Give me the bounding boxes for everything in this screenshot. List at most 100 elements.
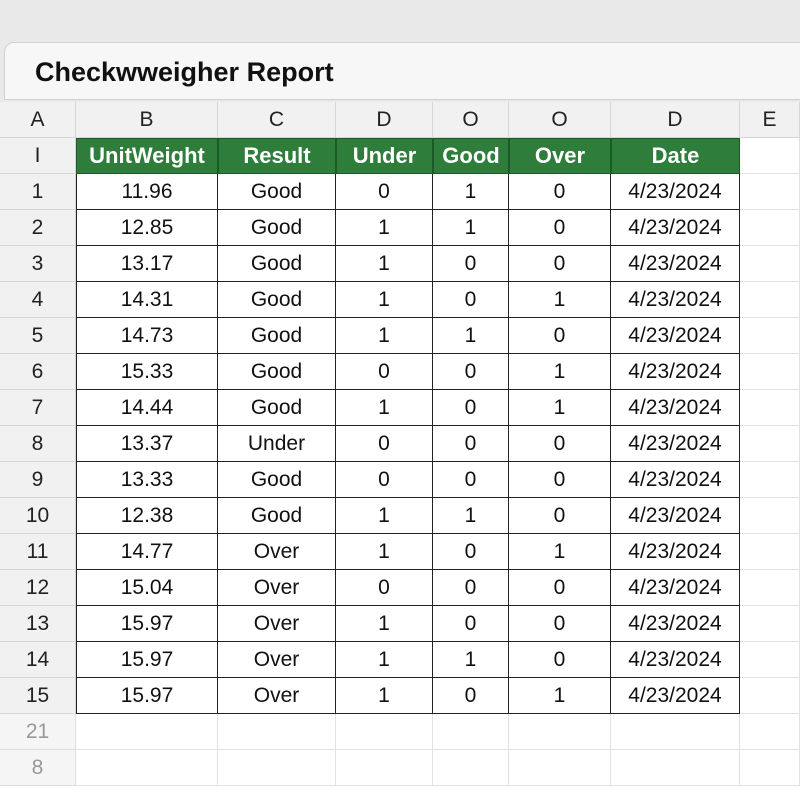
data-cell[interactable]: 4/23/2024 [611,426,740,462]
data-cell[interactable]: 1 [336,498,433,534]
data-cell[interactable]: 1 [509,678,611,714]
column-letter-header[interactable]: A [0,102,76,138]
data-cell[interactable]: 4/23/2024 [611,246,740,282]
data-cell[interactable]: Over [218,606,336,642]
empty-cell[interactable] [740,174,800,210]
empty-cell[interactable] [433,714,509,750]
table-column-header[interactable]: Result [218,138,336,174]
data-cell[interactable]: 0 [509,174,611,210]
empty-cell[interactable] [740,750,800,786]
data-cell[interactable]: 1 [336,534,433,570]
data-cell[interactable]: Over [218,642,336,678]
empty-cell[interactable] [740,462,800,498]
data-cell[interactable]: 0 [433,534,509,570]
data-cell[interactable]: Good [218,390,336,426]
data-cell[interactable]: 1 [433,318,509,354]
row-number[interactable]: 1 [0,174,76,210]
data-cell[interactable]: 0 [433,390,509,426]
empty-cell[interactable] [740,318,800,354]
data-cell[interactable]: Good [218,354,336,390]
data-cell[interactable]: 13.37 [76,426,218,462]
row-number[interactable]: 10 [0,498,76,534]
data-cell[interactable]: 4/23/2024 [611,210,740,246]
data-cell[interactable]: 0 [509,570,611,606]
empty-cell[interactable] [336,750,433,786]
row-number[interactable]: 14 [0,642,76,678]
data-cell[interactable]: 15.33 [76,354,218,390]
row-number[interactable]: 11 [0,534,76,570]
empty-cell[interactable] [740,570,800,606]
empty-cell[interactable] [76,714,218,750]
column-letter-header[interactable]: B [76,102,218,138]
table-column-header[interactable]: Good [433,138,509,174]
data-cell[interactable]: Good [218,282,336,318]
data-cell[interactable]: 1 [433,642,509,678]
data-cell[interactable]: Good [218,318,336,354]
data-cell[interactable]: 0 [509,246,611,282]
data-cell[interactable]: 4/23/2024 [611,642,740,678]
data-cell[interactable]: Good [218,210,336,246]
data-cell[interactable]: 0 [336,570,433,606]
data-cell[interactable]: 1 [336,282,433,318]
data-cell[interactable]: 0 [509,318,611,354]
data-cell[interactable]: 14.77 [76,534,218,570]
data-cell[interactable]: 1 [336,678,433,714]
empty-cell[interactable] [740,714,800,750]
data-cell[interactable]: 1 [509,534,611,570]
row-number[interactable]: 15 [0,678,76,714]
empty-cell[interactable] [740,498,800,534]
column-letter-header[interactable]: D [611,102,740,138]
column-letter-header[interactable]: O [433,102,509,138]
data-cell[interactable]: Good [218,462,336,498]
data-cell[interactable]: 1 [433,498,509,534]
table-column-header[interactable]: UnitWeight [76,138,218,174]
empty-cell[interactable] [740,642,800,678]
data-cell[interactable]: 0 [509,462,611,498]
data-cell[interactable]: Under [218,426,336,462]
data-cell[interactable]: 15.04 [76,570,218,606]
row-number[interactable]: 4 [0,282,76,318]
data-cell[interactable]: 0 [509,606,611,642]
empty-cell[interactable] [740,246,800,282]
data-cell[interactable]: 4/23/2024 [611,462,740,498]
empty-cell[interactable] [740,390,800,426]
data-cell[interactable]: 1 [336,390,433,426]
data-cell[interactable]: 13.17 [76,246,218,282]
data-cell[interactable]: 4/23/2024 [611,678,740,714]
data-cell[interactable]: Over [218,678,336,714]
data-cell[interactable]: 4/23/2024 [611,282,740,318]
column-letter-header[interactable]: E [740,102,800,138]
empty-cell[interactable] [76,750,218,786]
data-cell[interactable]: 15.97 [76,642,218,678]
data-cell[interactable]: 0 [433,426,509,462]
data-cell[interactable]: Over [218,534,336,570]
row-number[interactable]: 12 [0,570,76,606]
empty-cell[interactable] [218,750,336,786]
data-cell[interactable]: 4/23/2024 [611,606,740,642]
empty-cell[interactable] [509,714,611,750]
empty-cell[interactable] [336,714,433,750]
data-cell[interactable]: Good [218,498,336,534]
data-cell[interactable]: 4/23/2024 [611,354,740,390]
row-number[interactable]: 8 [0,426,76,462]
row-number[interactable]: 2 [0,210,76,246]
data-cell[interactable]: 1 [336,246,433,282]
data-cell[interactable]: 14.31 [76,282,218,318]
column-letter-header[interactable]: O [509,102,611,138]
data-cell[interactable]: Good [218,174,336,210]
data-cell[interactable]: 4/23/2024 [611,498,740,534]
data-cell[interactable]: 0 [433,282,509,318]
empty-cell[interactable] [740,678,800,714]
data-cell[interactable]: 0 [336,174,433,210]
row-number[interactable]: 6 [0,354,76,390]
empty-cell[interactable] [509,750,611,786]
column-letter-header[interactable]: D [336,102,433,138]
data-cell[interactable]: 4/23/2024 [611,174,740,210]
row-number[interactable]: 9 [0,462,76,498]
data-cell[interactable]: 0 [509,210,611,246]
data-cell[interactable]: 0 [336,462,433,498]
data-cell[interactable]: 0 [433,246,509,282]
data-cell[interactable]: 12.38 [76,498,218,534]
data-cell[interactable]: 14.73 [76,318,218,354]
data-cell[interactable]: 1 [433,210,509,246]
